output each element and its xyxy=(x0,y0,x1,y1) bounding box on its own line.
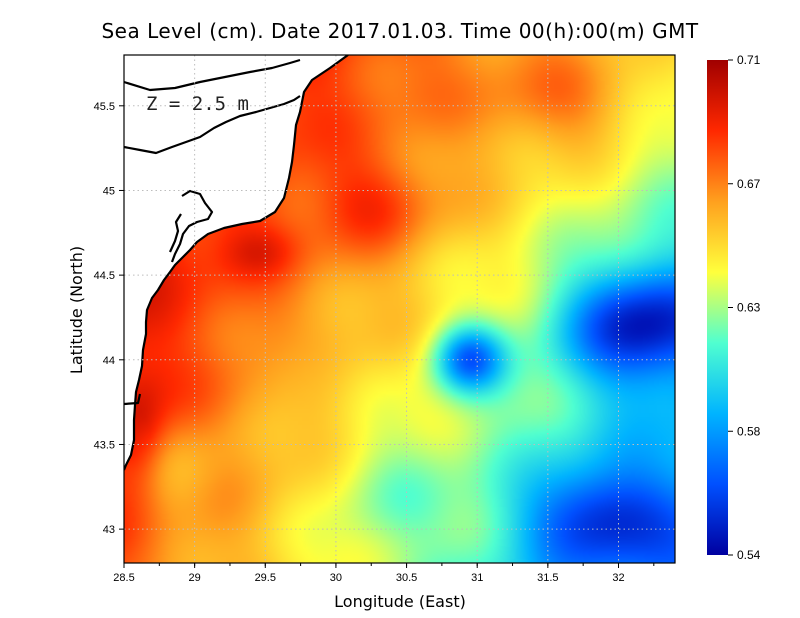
x-tick-label: 30.5 xyxy=(396,572,417,584)
colorbar-tick-label: 0.67 xyxy=(737,177,761,191)
plot-area: Z = 2.5 m xyxy=(123,54,676,564)
grid-lines xyxy=(124,55,675,563)
x-tick-label: 31 xyxy=(471,572,483,584)
coastline xyxy=(124,55,349,471)
x-tick-label: 31.5 xyxy=(537,572,558,584)
y-tick-label: 45 xyxy=(103,185,115,197)
y-axis: 43 43.5 44 44.5 45 45.5 xyxy=(94,101,124,536)
x-tick-label: 32 xyxy=(612,572,624,584)
depth-annotation: Z = 2.5 m xyxy=(146,93,249,115)
colorbar-ticks: 0.71 0.67 0.63 0.58 0.54 xyxy=(728,53,761,562)
y-axis-label: Latitude (North) xyxy=(67,246,86,374)
plot-frame xyxy=(123,54,676,564)
y-tick-label: 45.5 xyxy=(94,101,115,113)
coastline-south xyxy=(124,393,142,406)
chart-title: Sea Level (cm). Date 2017.01.03. Time 00… xyxy=(101,19,698,43)
y-tick-label: 44 xyxy=(103,355,115,367)
x-tick-label: 28.5 xyxy=(113,572,134,584)
x-tick-label: 29 xyxy=(189,572,201,584)
colorbar-gradient xyxy=(707,60,728,555)
coastline-lagoon xyxy=(168,213,182,253)
x-axis-label: Longitude (East) xyxy=(334,592,466,611)
colorbar-tick-label: 0.63 xyxy=(737,301,761,315)
colorbar: 0.71 0.67 0.63 0.58 0.54 xyxy=(707,53,761,562)
x-axis: 28.5 29 29.5 30 30.5 31 31.5 32 xyxy=(113,563,655,584)
y-tick-label: 43.5 xyxy=(94,439,115,451)
x-tick-label: 29.5 xyxy=(255,572,276,584)
coastline-main xyxy=(124,55,349,471)
y-tick-label: 43 xyxy=(103,524,115,536)
coastline-upper xyxy=(124,58,301,92)
x-tick-label: 30 xyxy=(330,572,342,584)
colorbar-tick-label: 0.54 xyxy=(737,548,761,562)
coastline-inner-shore xyxy=(170,189,214,263)
colorbar-tick-label: 0.71 xyxy=(737,53,761,67)
y-tick-label: 44.5 xyxy=(94,270,115,282)
colorbar-tick-label: 0.58 xyxy=(737,424,761,438)
coastline-north-shore xyxy=(124,95,301,155)
